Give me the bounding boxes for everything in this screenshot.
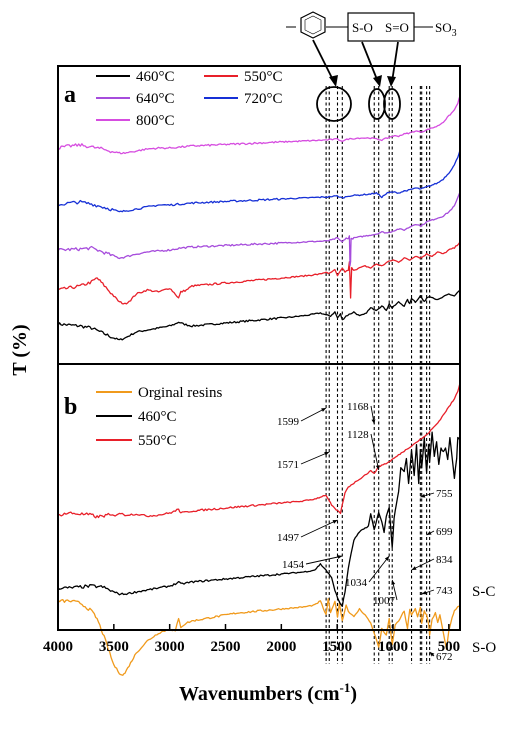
x-tick-label: 1000 [378, 639, 408, 655]
benzene-inner [304, 15, 322, 35]
annotation-arrowhead [426, 531, 432, 535]
annotation-arrowhead [391, 580, 396, 585]
annotation-1128: 1128 [347, 429, 369, 441]
series-line-pb-1 [57, 431, 461, 608]
benzene-ring [300, 11, 326, 39]
annotation-arrow [300, 519, 338, 538]
annotation-1454: 1454 [282, 559, 305, 571]
series-layer [57, 95, 461, 676]
arrow-so [361, 41, 379, 83]
series-line-pa-2 [57, 191, 461, 267]
arrow-so-head [373, 75, 382, 87]
panel-label-a: a [64, 82, 76, 108]
y-axis-title: T (%) [9, 324, 31, 375]
structure-diagram: S-O S=O SO3 [286, 11, 457, 122]
annotation-arrowhead [375, 465, 380, 470]
legend-label: 550°C [244, 69, 283, 85]
annotation-755: 755 [436, 488, 453, 500]
x-tick-label: 3500 [99, 639, 129, 655]
annotation-arrowhead [429, 652, 435, 657]
annotation-arrow [368, 555, 390, 583]
annotation-arrowhead [411, 566, 417, 570]
annotation-1007: 1007 [373, 595, 396, 607]
annotation-834: 834 [436, 554, 453, 566]
series-line-pa-3 [57, 149, 461, 213]
annotation-1168: 1168 [347, 401, 369, 413]
peak-annotations: 1599 1571 1497 1454 1168 1128 1034 1007 834 755 69… [277, 401, 453, 663]
annotation-743: 743 [436, 585, 453, 597]
legend-label: 550°C [138, 433, 177, 449]
series-line-pb-0 [57, 598, 461, 676]
annotation-arrow [300, 451, 330, 465]
annotation-1599: 1599 [277, 416, 300, 428]
series-line-pa-0 [57, 289, 461, 341]
x-tick-label: 3000 [155, 639, 185, 655]
series-line-pa-1 [57, 241, 461, 305]
annotation-1497: 1497 [277, 532, 300, 544]
legend-panel-b: Orginal resins 460°C 550°C [96, 385, 222, 449]
annotation-arrowhead [421, 590, 427, 595]
arrow-s-eq-o [391, 41, 399, 83]
annotation-arrow [300, 407, 327, 422]
ellipse-s-eq-o [383, 88, 401, 120]
arrow-s-eq-o-head [387, 76, 396, 87]
x-tick-label: 1500 [322, 639, 352, 655]
annotation-arrow [305, 555, 343, 565]
annotation-arrowhead [420, 493, 426, 498]
arrow-ring-head [329, 75, 338, 87]
x-tick-label: 2500 [211, 639, 241, 655]
legend-label: 460°C [136, 69, 175, 85]
annotation-1571: 1571 [277, 459, 299, 471]
legend-label: 460°C [138, 409, 177, 425]
annotation-arrowhead [384, 556, 390, 561]
x-axis-ticks: 4000 3500 3000 2500 2000 1500 1000 500 [43, 624, 460, 655]
annotation-arrowhead [332, 520, 338, 524]
side-label-s-o: S-O [472, 640, 496, 656]
series-line-pb-2 [57, 382, 461, 519]
legend-label: Orginal resins [138, 385, 222, 401]
ellipse-ring [316, 86, 352, 122]
legend-label: 720°C [244, 91, 283, 107]
ellipse-so [368, 88, 386, 120]
annotation-arrow [370, 433, 380, 471]
x-tick-label: 500 [438, 639, 461, 655]
x-axis-title: Wavenumbers (cm-1) [179, 680, 357, 705]
annotation-699: 699 [436, 526, 453, 538]
annotation-arrowhead [321, 408, 327, 412]
annotation-arrowhead [371, 419, 376, 424]
panel-b-frame [57, 363, 461, 631]
annotation-672: 672 [436, 651, 453, 663]
annotation-arrowhead [324, 452, 330, 456]
legend-panel-a: 460°C 550°C 640°C 720°C 800°C [96, 69, 283, 129]
so-label: S-O [352, 20, 373, 35]
legend-label: 640°C [136, 91, 175, 107]
series-line-pa-4 [57, 95, 461, 155]
x-tick-label: 4000 [43, 639, 73, 655]
x-tick-label: 2000 [266, 639, 296, 655]
annotation-1034: 1034 [345, 577, 368, 589]
panel-label-b: b [64, 394, 77, 420]
annotation-arrowhead [337, 555, 343, 559]
so3-label: SO3 [435, 20, 457, 39]
legend-label: 800°C [136, 113, 175, 129]
side-label-s-c: S-C [472, 584, 495, 600]
reference-dashed-lines [325, 86, 431, 664]
arrow-ring [312, 39, 335, 83]
s-eq-o-label: S=O [385, 20, 409, 35]
